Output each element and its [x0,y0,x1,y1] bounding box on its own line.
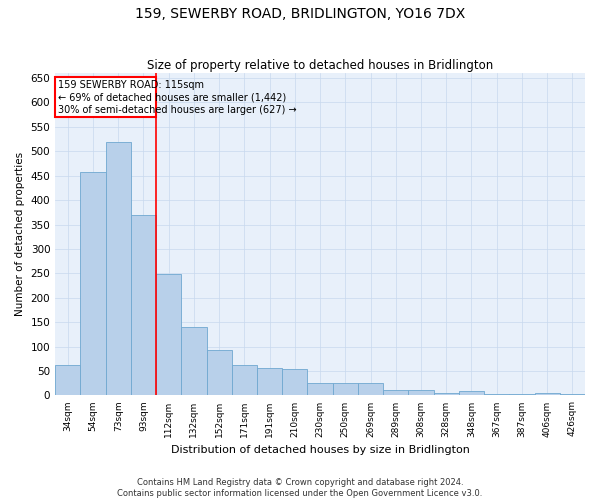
Bar [55,365,80,396]
Bar [459,391,484,396]
Bar [535,393,560,396]
Text: ← 69% of detached houses are smaller (1,442): ← 69% of detached houses are smaller (1,… [58,93,286,103]
Text: Contains HM Land Registry data © Crown copyright and database right 2024.
Contai: Contains HM Land Registry data © Crown c… [118,478,482,498]
Bar [383,390,409,396]
Bar [232,365,257,396]
Text: 159, SEWERBY ROAD, BRIDLINGTON, YO16 7DX: 159, SEWERBY ROAD, BRIDLINGTON, YO16 7DX [135,8,465,22]
Bar [409,390,434,396]
X-axis label: Distribution of detached houses by size in Bridlington: Distribution of detached houses by size … [170,445,470,455]
Bar [358,382,383,396]
Bar [257,368,282,396]
Title: Size of property relative to detached houses in Bridlington: Size of property relative to detached ho… [147,59,493,72]
Text: 159 SEWERBY ROAD: 115sqm: 159 SEWERBY ROAD: 115sqm [58,80,203,90]
Bar [80,172,106,396]
Bar [206,350,232,396]
Bar [307,382,332,396]
Bar [484,394,509,396]
Bar [509,394,535,396]
Bar [55,76,156,117]
Bar [332,382,358,396]
Bar [560,394,585,396]
Bar [106,142,131,396]
Y-axis label: Number of detached properties: Number of detached properties [15,152,25,316]
Bar [181,327,206,396]
Text: 30% of semi-detached houses are larger (627) →: 30% of semi-detached houses are larger (… [58,105,296,115]
Bar [131,215,156,396]
Bar [282,368,307,396]
Bar [434,392,459,396]
Bar [156,274,181,396]
